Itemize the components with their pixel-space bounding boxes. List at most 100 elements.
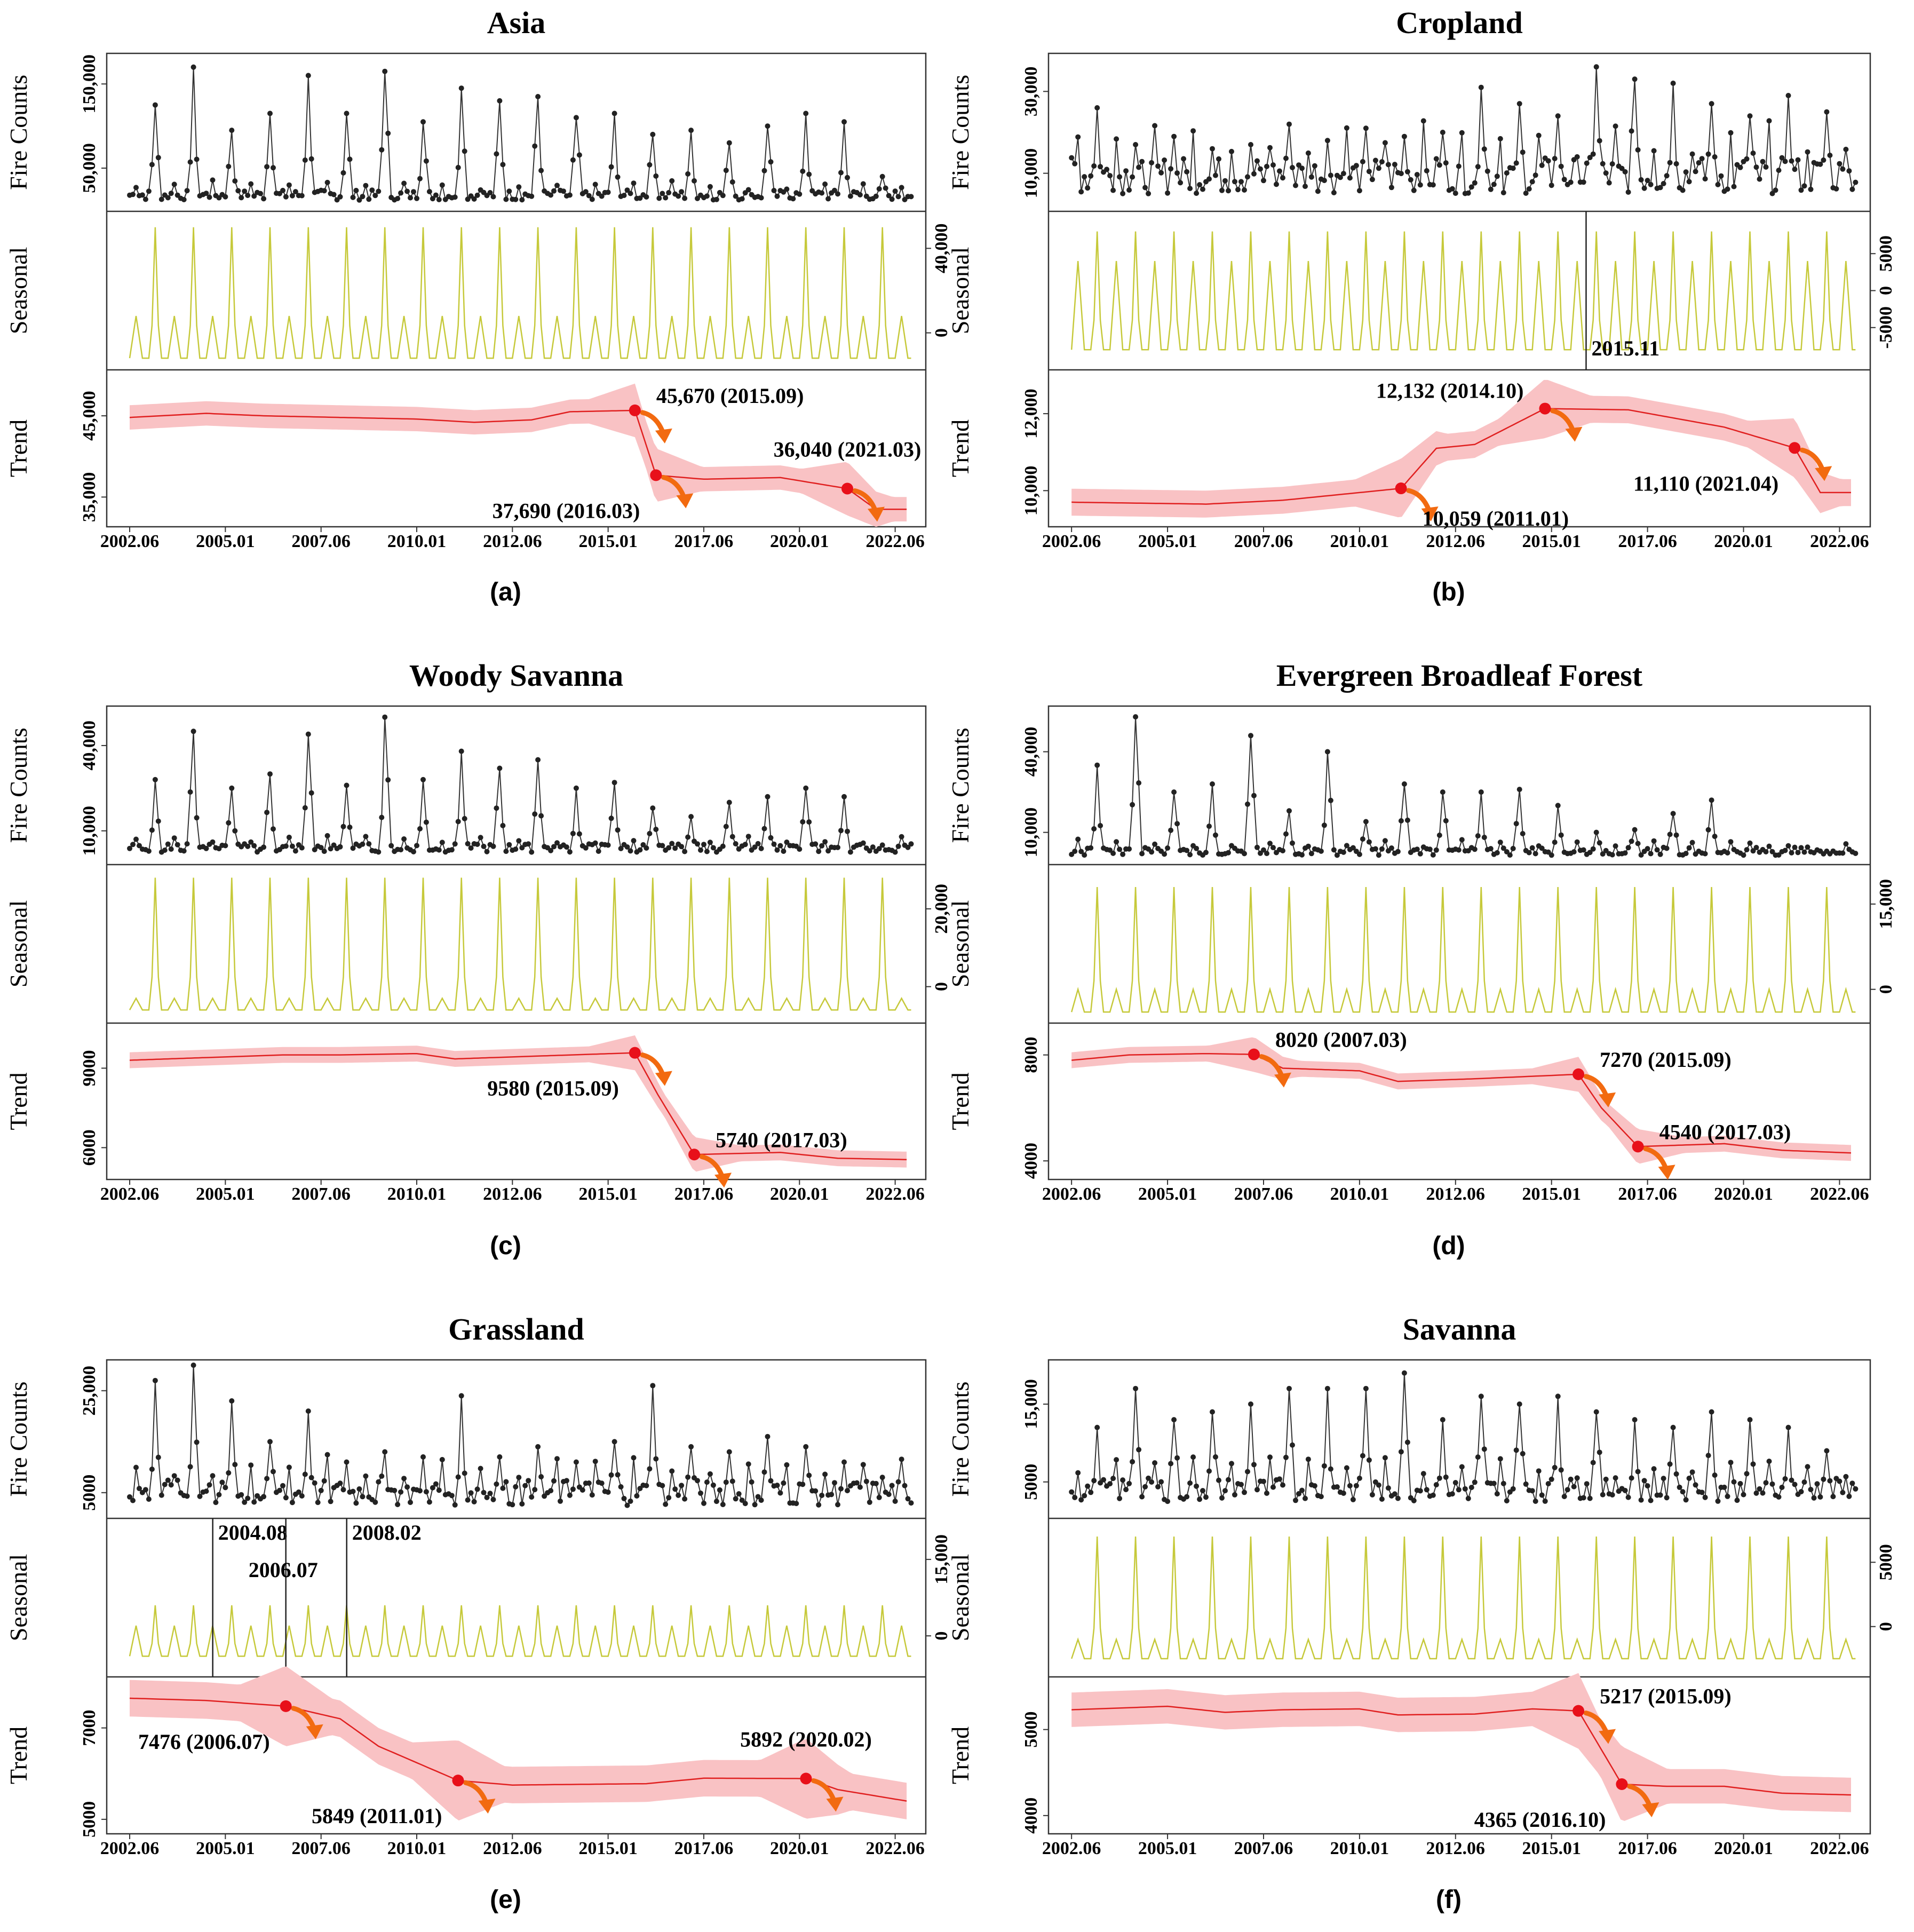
x-tick-label: 2022.06 — [1810, 532, 1869, 551]
fire-count-point — [1737, 1480, 1743, 1486]
fire-count-point — [1817, 161, 1823, 167]
fire-count-point — [474, 1486, 480, 1492]
fire-count-point — [1187, 852, 1193, 858]
fire-count-point — [1321, 822, 1327, 828]
fire-count-point — [1849, 1480, 1855, 1486]
fire-count-point — [1168, 1461, 1174, 1467]
fire-count-point — [742, 842, 748, 848]
fire-count-point — [1372, 846, 1378, 852]
fire-count-point — [1753, 164, 1759, 170]
fire-count-point — [1763, 1480, 1769, 1486]
fire-count-point — [372, 1499, 378, 1505]
fire-count-point — [1497, 840, 1503, 845]
fire-count-point — [1094, 1424, 1100, 1430]
fire-count-point — [679, 1483, 685, 1488]
y-axis-title-seasonal: Seasonal — [5, 247, 32, 335]
breakpoint-arrowhead — [714, 1173, 732, 1188]
fire-count-point — [197, 1493, 203, 1499]
fire-count-point — [385, 777, 391, 783]
fire-count-point — [315, 1500, 321, 1506]
fire-count-point — [561, 188, 566, 194]
fire-count-point — [522, 1483, 528, 1488]
fire-count-point — [637, 1486, 643, 1491]
fire-count-point — [1731, 184, 1737, 189]
x-tick-label: 2022.06 — [1810, 1839, 1869, 1858]
fire-count-point — [1184, 1494, 1190, 1500]
fire-count-point — [551, 188, 557, 194]
fire-count-point — [127, 845, 132, 851]
fire-count-point — [538, 1474, 544, 1479]
fire-count-point — [876, 846, 882, 852]
fire-count-point — [628, 191, 633, 196]
fire-count-point — [239, 1492, 244, 1498]
fire-count-point — [1763, 164, 1769, 170]
fire-count-point — [660, 191, 665, 196]
fire-count-point — [1149, 160, 1155, 165]
fire-count-point — [1779, 1484, 1785, 1490]
fire-count-point — [567, 849, 573, 855]
fire-count-point — [624, 187, 630, 193]
x-tick-label: 2010.01 — [1330, 532, 1389, 551]
fire-count-point — [1725, 1493, 1730, 1499]
fire-y-tick-label: 30,000 — [1021, 67, 1041, 117]
fire-count-point — [414, 843, 419, 849]
x-tick-label: 2010.01 — [387, 532, 447, 551]
fire-count-point — [1350, 1496, 1356, 1502]
fire-count-point — [174, 1477, 180, 1483]
fire-count-point — [1548, 1476, 1554, 1482]
fire-count-point — [1190, 128, 1196, 134]
seasonal-line — [129, 227, 911, 359]
fire-count-point — [1098, 823, 1103, 828]
fire-count-point — [1609, 1492, 1615, 1498]
fire-count-point — [777, 1490, 783, 1496]
fire-count-point — [1142, 1484, 1148, 1490]
fire-count-point — [1126, 846, 1132, 852]
fire-count-point — [1312, 163, 1317, 169]
fire-count-point — [155, 155, 161, 161]
fire-count-point — [245, 1495, 251, 1501]
fire-count-point — [452, 841, 458, 847]
fire-count-point — [1337, 175, 1343, 180]
fire-count-point — [889, 1483, 895, 1488]
fire-count-point — [615, 174, 621, 180]
fire-count-point — [229, 785, 235, 791]
fire-count-point — [1798, 845, 1804, 851]
breakpoint-marker — [1573, 1705, 1585, 1717]
breakpoint-arrow — [1626, 1784, 1652, 1808]
fire-count-point — [494, 151, 499, 157]
x-tick-label: 2020.01 — [1714, 1839, 1773, 1858]
fire-count-point — [1178, 180, 1184, 186]
fire-count-point — [1139, 1494, 1145, 1500]
breakpoint-arrowhead — [655, 1071, 672, 1086]
fire-count-point — [223, 1485, 228, 1491]
fire-count-point — [819, 843, 825, 849]
fire-count-point — [1219, 1495, 1225, 1501]
fire-count-point — [267, 771, 273, 777]
fire-count-point — [146, 188, 152, 194]
fire-count-point — [1776, 852, 1782, 858]
fire-count-point — [1677, 1484, 1682, 1490]
seasonal-line — [1071, 1537, 1856, 1660]
fire-count-point — [1456, 163, 1462, 169]
fire-count-point — [1130, 174, 1135, 180]
fire-count-point — [1712, 834, 1718, 840]
fire-count-point — [1094, 762, 1100, 768]
fire-count-point — [1536, 132, 1542, 138]
fire-count-point — [1715, 1498, 1721, 1504]
fire-count-point — [595, 849, 601, 854]
fire-count-point — [1709, 1409, 1714, 1415]
fire-count-point — [1440, 1417, 1446, 1423]
fire-count-point — [401, 836, 407, 842]
fire-count-point — [1824, 1448, 1830, 1454]
fire-count-point — [337, 1480, 343, 1486]
breakpoint-marker — [841, 482, 853, 495]
fire-count-point — [573, 1459, 579, 1465]
fire-count-point — [1171, 789, 1177, 795]
breakpoint-arrowhead — [1421, 506, 1439, 522]
fire-count-point — [280, 187, 285, 193]
fire-count-point — [701, 842, 706, 848]
fire-count-point — [337, 844, 343, 850]
fire-count-point — [1561, 1494, 1567, 1499]
fire-count-point — [1513, 160, 1519, 166]
fire-count-point — [1254, 158, 1260, 164]
